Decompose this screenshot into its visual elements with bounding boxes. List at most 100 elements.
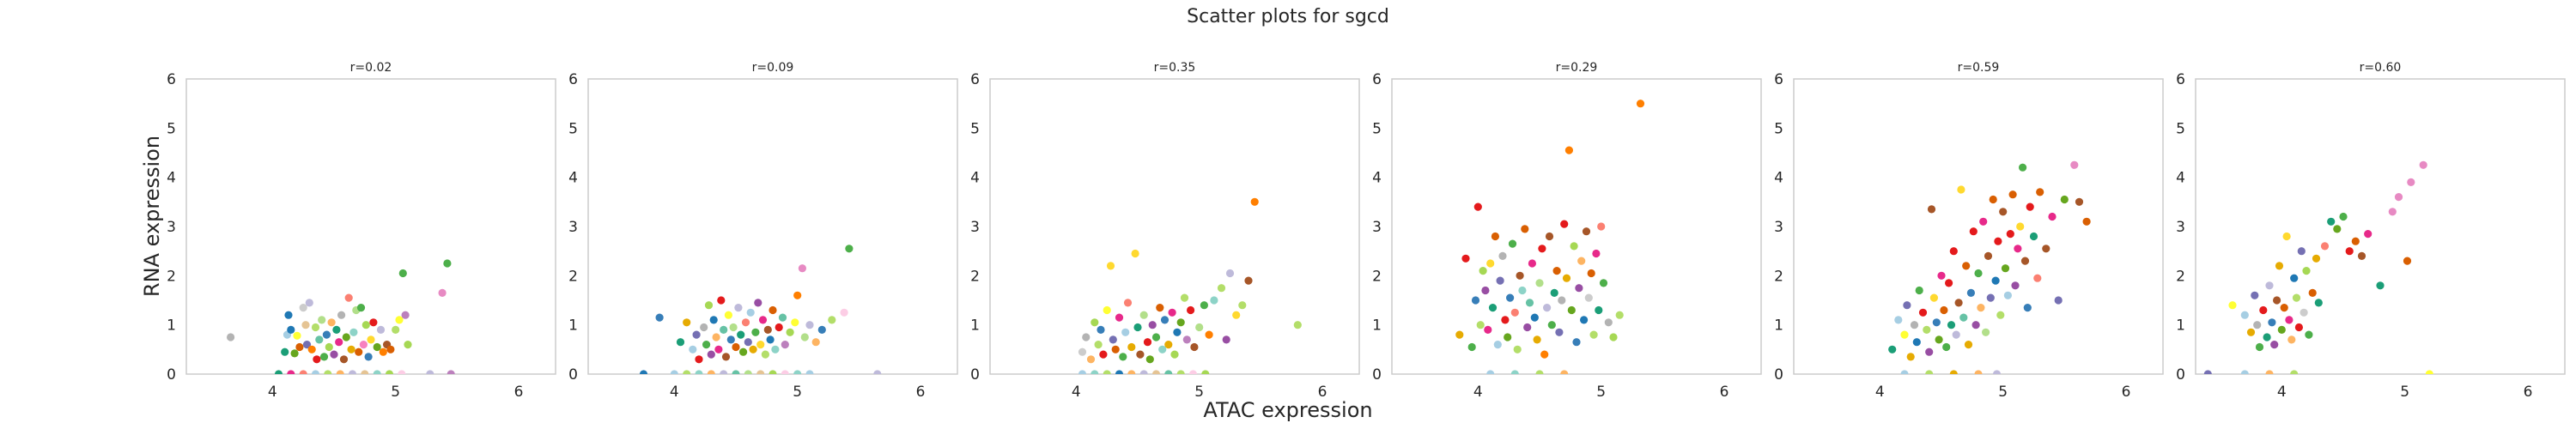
data-point [1957, 185, 1965, 194]
data-point [2300, 308, 2308, 317]
data-point [817, 325, 826, 334]
data-point [1160, 316, 1170, 324]
data-point [739, 347, 748, 356]
data-point [1091, 318, 1099, 327]
data-point [386, 345, 395, 353]
data-point [2263, 333, 2271, 341]
data-point [2060, 195, 2069, 204]
data-point [342, 333, 350, 341]
data-point [1504, 333, 1512, 341]
data-point [1547, 321, 1556, 329]
data-point [385, 370, 394, 374]
data-point [1461, 254, 1470, 263]
data-point [771, 345, 780, 353]
data-point [1962, 262, 1971, 270]
scatter-panel: r=0.29 0 1 2 3 4 5 6 4 5 6 [1372, 61, 1762, 401]
data-point [2339, 212, 2348, 221]
panel-title: r=0.02 [350, 61, 392, 75]
data-point [724, 311, 733, 319]
data-point [2376, 281, 2385, 290]
data-point [2048, 212, 2057, 221]
y-tick-label: 2 [167, 268, 176, 285]
data-point [1562, 274, 1571, 282]
y-tick-label: 6 [970, 71, 980, 88]
data-point [1493, 341, 1502, 349]
data-point [359, 341, 368, 349]
data-point [1091, 370, 1099, 374]
data-point [287, 370, 295, 374]
panel-title: r=0.29 [1556, 61, 1598, 75]
y-tick-label: 1 [167, 317, 176, 335]
data-point [281, 347, 289, 356]
data-point [332, 325, 341, 334]
data-point [1595, 305, 1603, 315]
data-point [845, 245, 854, 253]
data-point [311, 323, 320, 332]
data-point [322, 330, 331, 339]
y-tick-label: 0 [568, 366, 578, 384]
data-point [2290, 370, 2299, 374]
data-point [2006, 230, 2014, 239]
data-point [1484, 325, 1492, 334]
data-point [751, 328, 760, 336]
data-point [2029, 232, 2038, 241]
points-group [2203, 160, 2433, 374]
data-point [1540, 350, 1549, 359]
data-point [347, 345, 355, 353]
y-tick-label: 1 [970, 317, 980, 335]
y-tick-label: 6 [1774, 71, 1783, 88]
y-axis-label: RNA expression [140, 136, 164, 297]
data-point [781, 370, 789, 374]
data-point [707, 370, 715, 374]
scatter-panel: r=0.02 0 1 2 3 4 5 6 4 5 6 [167, 61, 556, 401]
data-point [349, 328, 358, 336]
data-point [373, 370, 381, 374]
data-point [1925, 370, 1934, 374]
data-point [1103, 305, 1111, 315]
data-point [873, 370, 882, 374]
y-tick-label: 0 [1372, 366, 1382, 384]
data-point [2016, 222, 2025, 231]
data-point [1545, 232, 1554, 241]
data-point [1959, 313, 1968, 322]
data-point [1912, 338, 1921, 347]
data-point [1508, 239, 1517, 248]
data-point [1190, 342, 1199, 352]
data-point [2357, 251, 2366, 260]
data-point [1949, 247, 1958, 256]
data-point [1994, 237, 2002, 245]
plot-area [185, 78, 556, 375]
data-point [683, 370, 691, 374]
data-point [1479, 267, 1487, 275]
data-point [1564, 146, 1573, 154]
data-point [1473, 202, 1482, 211]
data-point [1143, 338, 1152, 347]
data-point [2228, 301, 2237, 310]
data-point [2255, 342, 2264, 352]
data-point [2014, 245, 2022, 253]
x-tick-label: 5 [2400, 384, 2409, 401]
data-point [2314, 299, 2323, 307]
data-point [769, 305, 777, 315]
data-point [1552, 267, 1561, 275]
data-point [1560, 220, 1569, 228]
data-point [2054, 296, 2063, 305]
data-point [1918, 308, 1928, 317]
data-point [2327, 217, 2336, 226]
data-point [2265, 370, 2274, 374]
data-point [1145, 355, 1154, 364]
data-point [1131, 249, 1139, 258]
data-point [2036, 188, 2044, 196]
data-point [720, 325, 728, 334]
data-point [2425, 370, 2433, 374]
data-point [1210, 296, 1218, 305]
data-point [1488, 304, 1498, 312]
data-point [1984, 251, 1993, 260]
data-point [1888, 345, 1897, 353]
data-point [2075, 197, 2084, 206]
data-point [1974, 370, 1983, 374]
data-point [361, 321, 370, 329]
x-tick-label: 4 [670, 384, 679, 401]
data-point [2001, 264, 2010, 273]
